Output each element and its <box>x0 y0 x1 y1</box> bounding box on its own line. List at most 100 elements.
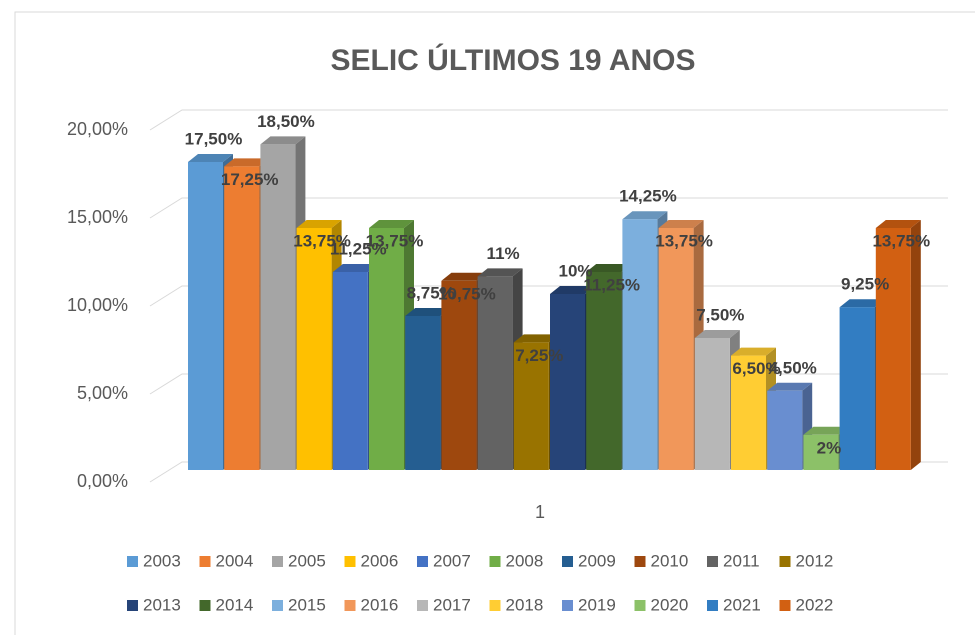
legend-label: 2011 <box>723 551 760 570</box>
legend-swatch <box>199 600 211 611</box>
bar <box>188 162 223 470</box>
legend-swatch <box>634 600 646 611</box>
bar-top <box>332 264 378 272</box>
legend-swatch <box>707 556 718 567</box>
bar <box>875 228 911 470</box>
bar <box>731 355 766 470</box>
data-label: 7,50% <box>696 305 744 324</box>
legend-label: 2017 <box>433 595 471 614</box>
bar <box>260 144 296 470</box>
bar-top <box>767 382 813 391</box>
bar-side <box>910 220 921 470</box>
legend-label: 2015 <box>288 595 326 614</box>
data-label: 10,75% <box>438 284 496 303</box>
legend-swatch <box>272 600 283 611</box>
legend-swatch <box>199 556 211 567</box>
data-label: 8,75% <box>407 283 455 302</box>
legend-label: 2008 <box>506 551 544 570</box>
bar-top <box>694 330 740 338</box>
bar-top <box>875 220 921 228</box>
legend-swatch <box>489 556 501 567</box>
legend-label: 2005 <box>288 551 326 570</box>
bar <box>296 228 332 470</box>
legend-swatch <box>272 556 283 567</box>
legend-label: 2013 <box>143 595 181 614</box>
legend-label: 2007 <box>433 551 471 570</box>
data-label: 11,25% <box>583 275 640 294</box>
bar-top <box>477 268 523 277</box>
bar-top <box>586 264 632 272</box>
bar-top <box>224 158 270 167</box>
bar-top <box>405 308 451 316</box>
y-tick-label: 15,00% <box>67 207 128 227</box>
bar <box>405 316 441 470</box>
bar-top <box>260 136 306 145</box>
bar <box>658 228 694 470</box>
legend-label: 2016 <box>361 595 399 614</box>
grid-line <box>149 197 948 219</box>
legend-label: 2004 <box>216 551 254 570</box>
bar-top <box>839 299 885 308</box>
data-label: 4,50% <box>769 358 817 377</box>
legend-label: 2012 <box>796 551 834 570</box>
bar-top <box>188 154 233 162</box>
legend-label: 2018 <box>506 595 544 614</box>
legend-swatch <box>779 556 791 567</box>
legend-swatch <box>127 600 138 611</box>
data-label: 13,75% <box>366 231 424 250</box>
data-label: 13,75% <box>872 231 930 250</box>
bar-top <box>441 272 487 281</box>
legend-swatch <box>634 556 646 567</box>
chart-title: SELIC ÚLTIMOS 19 ANOS <box>330 43 695 77</box>
bar-top <box>550 286 595 294</box>
data-label: 17,50% <box>185 129 243 148</box>
bar <box>767 390 803 470</box>
data-label: 11% <box>487 244 520 263</box>
legend-swatch <box>417 600 428 611</box>
legend-label: 2003 <box>143 551 181 570</box>
y-tick-label: 5,00% <box>77 383 128 403</box>
legend-label: 2010 <box>651 551 689 570</box>
legend-swatch <box>489 600 501 611</box>
legend-label: 2014 <box>216 595 254 614</box>
legend-swatch <box>417 556 428 567</box>
legend-swatch <box>127 556 138 567</box>
bar <box>803 434 839 470</box>
legend-label: 2021 <box>723 595 761 614</box>
legend-swatch <box>562 600 573 611</box>
bar-top <box>296 220 342 228</box>
legend-label: 2022 <box>796 595 834 614</box>
bar <box>839 307 875 470</box>
data-label: 2% <box>817 438 842 457</box>
bar <box>513 342 549 470</box>
legend-swatch <box>344 556 356 567</box>
bar <box>694 338 730 470</box>
data-label: 13,75% <box>655 231 713 250</box>
bar-top <box>369 220 414 228</box>
data-label: 11,25% <box>330 239 387 258</box>
bar <box>441 280 477 470</box>
data-label: 17,25% <box>221 170 279 189</box>
bar <box>224 166 260 470</box>
legend-swatch <box>344 600 356 611</box>
legend-label: 2006 <box>361 551 399 570</box>
data-label: 6,50% <box>732 359 780 378</box>
bar-top <box>513 334 559 343</box>
bar <box>622 219 658 470</box>
legend-label: 2009 <box>578 551 616 570</box>
bar-top <box>731 347 776 356</box>
legend-swatch <box>779 600 791 611</box>
bar <box>332 272 368 470</box>
bar-top <box>622 211 668 220</box>
data-label: 18,50% <box>257 112 315 131</box>
y-tick-label: 20,00% <box>67 119 128 139</box>
bar <box>477 276 513 470</box>
data-label: 13,75% <box>293 231 351 250</box>
data-label: 14,25% <box>619 187 677 206</box>
legend-swatch <box>562 556 573 567</box>
grid-line <box>149 109 948 131</box>
data-label: 9,25% <box>841 275 889 294</box>
bar <box>586 272 622 470</box>
y-tick-label: 0,00% <box>77 471 128 491</box>
